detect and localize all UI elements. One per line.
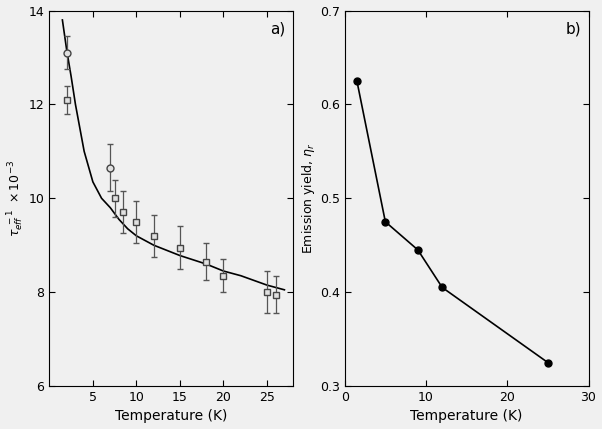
Y-axis label: $\tau_{eff}^{\ -1}\ \times 10^{-3}$: $\tau_{eff}^{\ -1}\ \times 10^{-3}$	[5, 160, 26, 237]
X-axis label: Temperature (K): Temperature (K)	[115, 409, 228, 423]
X-axis label: Temperature (K): Temperature (K)	[411, 409, 523, 423]
Text: a): a)	[270, 22, 286, 37]
Text: b): b)	[565, 22, 581, 37]
Y-axis label: Emission yield, $\eta_r$: Emission yield, $\eta_r$	[300, 142, 317, 254]
